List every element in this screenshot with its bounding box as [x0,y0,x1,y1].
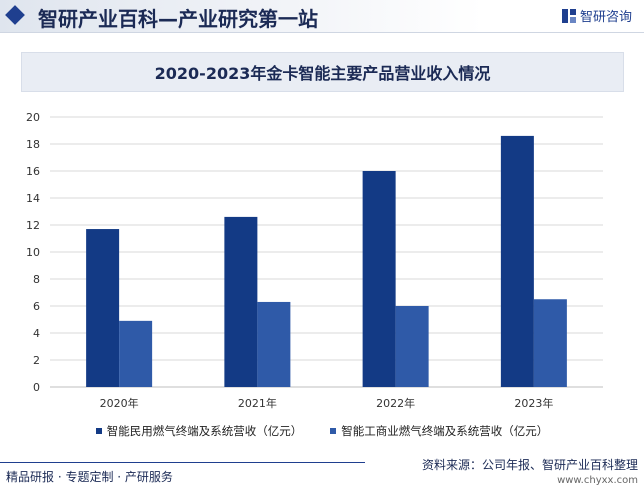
y-tick-label: 14 [26,192,40,205]
header-divider [0,32,644,33]
chart-title-band: 2020-2023年金卡智能主要产品营业收入情况 [21,52,624,92]
header-title: 智研产业百科—产业研究第一站 [38,7,318,31]
bar-series-2-2 [257,301,291,387]
y-tick-label: 12 [26,219,40,232]
page-header: 智研产业百科—产业研究第一站 智研咨询 [0,0,644,32]
bar-series-1-3 [362,171,396,387]
y-tick-label: 16 [26,165,40,178]
legend-label-series-2: 智能工商业燃气终端及系统营收（亿元） [341,424,549,438]
x-tick-label: 2023年 [514,396,553,410]
bar-series-2-1 [119,320,153,387]
x-tick-label: 2021年 [238,396,277,410]
y-tick-label: 18 [26,138,40,151]
chart-title: 2020-2023年金卡智能主要产品营业收入情况 [154,64,491,83]
legend-swatch-series-2 [330,428,337,434]
footer-services: 精品研报 · 专题定制 · 产研服务 [6,470,173,484]
diamond-icon [5,5,25,25]
legend-item-series-2: 智能工商业燃气终端及系统营收（亿元） [330,423,548,439]
footer-url: www.chyxx.com [557,475,638,486]
bar-series-1-1 [86,229,120,387]
y-tick-label: 8 [33,273,40,286]
footer-source-block: 资料来源：公司年报、智研产业百科整理 www.chyxx.com [422,456,638,486]
bar-chart: 0 2 4 6 8 10 12 14 16 18 20 2020年 2021年 2022年 2023年 [26,111,603,410]
legend-swatch-series-1 [95,428,102,434]
footer-divider [0,462,365,463]
bar-series-2-4 [533,299,567,387]
brand-logo: 智研咨询 [561,6,632,25]
y-tick-label: 10 [26,246,40,259]
legend-label-series-1: 智能民用燃气终端及系统营收（亿元） [106,424,303,438]
chart-legend: 智能民用燃气终端及系统营收（亿元） 智能工商业燃气终端及系统营收（亿元） [0,422,644,440]
y-tick-label: 4 [33,327,40,340]
footer-source: 资料来源：公司年报、智研产业百科整理 [421,458,638,472]
bar-series-1-4 [500,135,534,387]
y-tick-label: 2 [33,354,40,367]
x-tick-label: 2020年 [100,396,139,410]
legend-item-series-1: 智能民用燃气终端及系统营收（亿元） [95,423,303,439]
x-tick-label: 2022年 [376,396,415,410]
bar-series-2-3 [395,306,429,387]
logo-icon [561,8,576,23]
logo-text: 智研咨询 [579,10,632,25]
bar-series-1-2 [224,216,258,387]
y-tick-label: 0 [33,381,40,394]
y-tick-label: 6 [33,300,40,313]
y-tick-label: 20 [26,111,40,124]
